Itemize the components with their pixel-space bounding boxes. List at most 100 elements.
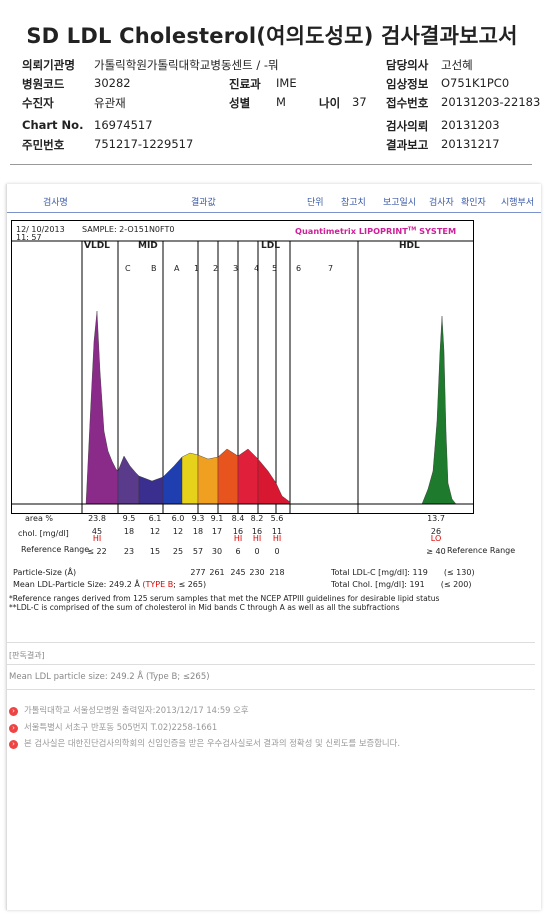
clinical-value: O751K1PC0 [441,76,510,90]
institution-label: 의뢰기관명 [22,58,75,72]
institution-value: 가톨릭학원가톨릭대학교병동센트 / -뭐 [94,58,279,72]
divider [7,642,535,643]
mid-a-peak [162,456,183,505]
chol-value: 16 [251,527,263,536]
particle-size-label: Particle-Size (Å) [13,568,77,577]
ref-value: ≥ 40 [426,547,446,556]
tab-reference[interactable]: 참고치 [341,198,366,208]
chol-value: 45 [91,527,103,536]
dept-label: 진료과 [229,77,261,91]
area-value: 8.4 [231,514,245,523]
ldl5-peak [257,458,291,505]
chol-flag: HI [92,534,102,543]
clinical-label: 임상정보 [386,77,429,91]
age-label: 나이 [319,96,341,110]
reference-range-right-label: Reference Range [447,546,516,555]
reference-range-label: Reference Range [21,545,90,554]
patient-value: 유관재 [94,96,126,110]
particle-size-value: 218 [269,568,285,577]
sex-label: 성별 [229,96,251,110]
area-value: 5.6 [270,514,284,523]
ssn-label: 주민번호 [22,138,65,152]
band-label-C: C [125,264,131,273]
band-label-1: 1 [194,264,200,273]
hdl-label: HDL [399,241,420,251]
ref-value: 23 [123,547,135,556]
chart-no-label: Chart No. [22,118,84,132]
tab-test-name[interactable]: 검사명 [43,198,68,208]
area-label: area % [25,514,53,523]
bullet-icon: › [9,740,18,749]
mid-label: MID [138,241,158,251]
footer-line: › 본 검사실은 대한진단검사의학회의 신임인증을 받은 우수검사실로서 결과의 … [9,737,400,749]
result-tab-bar: 검사명 결과값 단위 참고치 보고일시 검사자 확인자 시행부서 [7,190,541,213]
sex-value: M [276,95,286,109]
ldl3-peak [217,448,239,505]
bullet-icon: › [9,707,18,716]
ldl1-peak [181,452,199,505]
chol-value: 11 [271,527,283,536]
chol-flag: LO [430,534,442,543]
tab-department[interactable]: 시행부서 [501,198,535,208]
mid-c-peak [117,455,140,505]
particle-size-value: 261 [209,568,225,577]
divider [7,689,535,690]
judgement-text: Mean LDL particle size: 249.2 Å (Type B;… [9,672,210,682]
chart-no-value: 16974517 [94,118,153,132]
chol-value: 18 [192,527,204,536]
bullet-icon: › [9,724,18,733]
total-ldlc-line: Total LDL-C [mg/dl]: 119 (≤ 130) [331,568,475,577]
band-label-4: 4 [254,264,260,273]
chol-value: 18 [123,527,135,536]
ldl2-peak [197,454,219,505]
receipt-value: 20131203-22183 [441,95,541,109]
chol-value: 17 [211,527,223,536]
graph-time: 11: 57 [16,233,42,242]
tab-examiner[interactable]: 검사자 [429,198,454,208]
hospital-code-value: 30282 [94,76,131,90]
tab-confirmer[interactable]: 확인자 [461,198,486,208]
chol-flag: HI [233,534,243,543]
brand-label: Quantimetrix LIPOPRINTTM SYSTEM [295,226,457,236]
chol-value: 16 [232,527,244,536]
ldl4-peak [237,448,259,505]
footer-line: › 서울특별시 서초구 반포동 505번지 T.02)2258-1661 [9,721,217,733]
particle-size-value: 245 [230,568,246,577]
band-label-2: 2 [213,264,219,273]
area-value: 6.1 [148,514,162,523]
report-value: 20131217 [441,137,500,151]
tab-result[interactable]: 결과값 [191,198,216,208]
ref-value: 15 [149,547,161,556]
patient-info: 의뢰기관명 가톨릭학원가톨릭대학교병동센트 / -뭐 담당의사 고선혜 병원코드… [22,57,542,156]
band-label-3: 3 [233,264,239,273]
band-label-A: A [174,264,180,273]
area-value: 9.5 [122,514,136,523]
chol-value: 26 [430,527,442,536]
ref-value: 0 [254,547,260,556]
request-label: 검사의뢰 [386,119,429,133]
lipoprint-graph: 12/ 10/2013 11: 57 SAMPLE: 2-O151N0FT0 Q… [11,220,474,514]
request-value: 20131203 [441,118,500,132]
graph-date: 12/ 10/2013 [16,225,65,234]
age-value: 37 [352,95,367,109]
doctor-value: 고선혜 [441,58,473,72]
area-value: 13.7 [427,514,445,523]
mean-ps-line: Mean LDL-Particle Size: 249.2 Å (TYPE B;… [13,580,207,589]
tab-unit[interactable]: 단위 [307,198,324,208]
vldl-label: VLDL [84,241,110,251]
judgement-title: [판독결과] [9,651,45,660]
sample-id: SAMPLE: 2-O151N0FT0 [82,225,175,234]
mid-b-peak [138,475,164,505]
tab-report-time[interactable]: 보고일시 [383,198,417,208]
particle-size-value: 230 [249,568,265,577]
band-label-5: 5 [272,264,278,273]
band-label-7: 7 [328,264,334,273]
report-title: SD LDL Cholesterol(여의도성모) 검사결과보고서 [26,24,518,48]
reference-notes: *Reference ranges derived from 125 serum… [9,594,440,612]
area-value: 8.2 [250,514,264,523]
ref-value: ≤ 22 [87,547,107,556]
area-value: 6.0 [171,514,185,523]
ldl-label: LDL [261,241,280,251]
ref-value: 0 [274,547,280,556]
area-value: 9.3 [191,514,205,523]
